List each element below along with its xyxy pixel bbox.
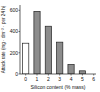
y-tick [19,74,21,75]
y-tick [19,31,21,32]
y-tick [19,52,21,53]
y-tick [19,10,21,11]
bar [68,64,74,74]
chart-svg: 0 200 400 600 0 1 2 3 4 5 6 Silicon content (% mass… [0,0,100,92]
x-axis [20,74,96,75]
x-tick-label: 1 [36,76,39,82]
bar [34,11,40,74]
y-axis [20,5,21,74]
bar [23,43,29,74]
chart: 0 200 400 600 0 1 2 3 4 5 6 Silicon content (% mass… [0,0,100,92]
x-axis-label: Silicon content (% mass) [30,84,85,90]
x-tick-label: 4 [70,76,73,82]
bar [45,26,51,74]
bar [79,71,85,74]
y-tick-label: 200 [10,50,19,56]
x-tick-label: 0 [24,76,27,82]
x-tick-label: 2 [47,76,50,82]
x-tick-label: 3 [58,76,61,82]
y-axis-label: Attack rate (mg · dm⁻² · per 24 h) [1,5,6,73]
y-tick-label: 400 [10,28,19,34]
x-tick-label: 6 [92,76,95,82]
bars [23,11,86,74]
y-tick-label: 0 [15,71,18,77]
bar [57,42,63,74]
y-tick-label: 600 [10,7,19,13]
x-tick-label: 5 [81,76,84,82]
